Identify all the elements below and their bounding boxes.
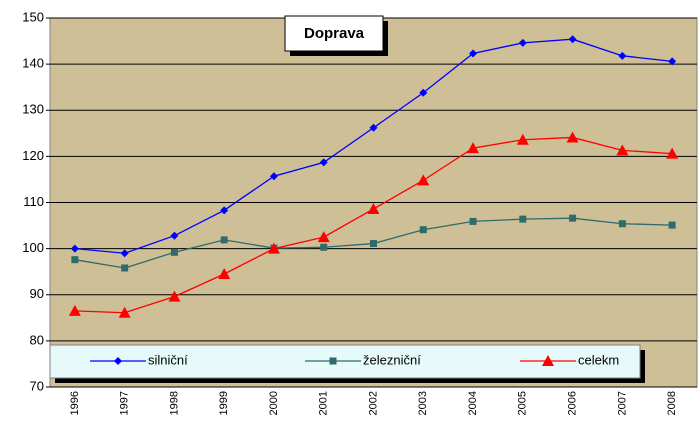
y-tick-label: 90 xyxy=(30,286,44,301)
y-tick-label: 150 xyxy=(22,9,44,24)
marker xyxy=(367,202,380,214)
marker xyxy=(519,215,527,223)
marker xyxy=(170,231,179,240)
y-tick-label: 130 xyxy=(22,102,44,117)
marker xyxy=(566,131,579,143)
marker xyxy=(569,214,577,222)
marker xyxy=(70,244,79,253)
marker xyxy=(518,38,527,47)
legend-label: silniční xyxy=(148,352,188,367)
marker xyxy=(114,357,122,365)
marker xyxy=(168,290,181,302)
x-tick-label: 1996 xyxy=(69,391,81,415)
x-tick-label: 1997 xyxy=(119,391,131,415)
lines xyxy=(68,35,679,318)
marker xyxy=(618,51,627,60)
marker xyxy=(419,226,427,234)
marker xyxy=(170,248,178,256)
marker xyxy=(469,49,478,58)
chart-title: Doprava xyxy=(304,25,365,42)
marker xyxy=(668,57,677,66)
x-tick-label: 2002 xyxy=(367,391,379,415)
marker xyxy=(668,221,676,229)
marker xyxy=(467,142,480,154)
x-tick-label: 2004 xyxy=(467,391,479,415)
y-tick-label: 70 xyxy=(30,378,44,393)
x-tick-label: 2007 xyxy=(616,391,628,415)
marker xyxy=(267,242,280,254)
marker xyxy=(516,133,529,145)
marker xyxy=(369,123,378,132)
marker xyxy=(269,172,278,181)
marker xyxy=(71,256,79,264)
marker xyxy=(68,304,81,316)
y-tick-label: 100 xyxy=(22,240,44,255)
marker xyxy=(419,88,428,97)
marker xyxy=(220,206,229,215)
x-tick-label: 2006 xyxy=(566,391,578,415)
x-tick-label: 2008 xyxy=(666,391,678,415)
marker xyxy=(118,306,131,318)
marker xyxy=(317,231,330,243)
y-tick-label: 110 xyxy=(23,194,44,209)
marker xyxy=(542,355,554,366)
x-tick-label: 1998 xyxy=(168,391,180,415)
marker xyxy=(320,243,328,251)
marker xyxy=(220,236,228,244)
y-tick-label: 120 xyxy=(22,148,44,163)
marker xyxy=(666,147,679,159)
legend: silniční železniční celekm xyxy=(90,352,619,367)
x-tick-label: 2005 xyxy=(517,391,529,415)
marker xyxy=(121,264,129,272)
marker xyxy=(568,35,577,44)
marker xyxy=(616,144,629,156)
legend-label: železniční xyxy=(363,352,421,367)
y-tick-label: 80 xyxy=(30,332,44,347)
x-tick-label: 2001 xyxy=(318,391,330,415)
marker xyxy=(218,267,231,279)
legend-label: celekm xyxy=(578,352,619,367)
x-tick-label: 2000 xyxy=(268,391,280,415)
title-box xyxy=(284,15,384,52)
x-tick-label: 2003 xyxy=(417,391,429,415)
marker xyxy=(417,174,430,186)
y-tick-label: 140 xyxy=(22,56,44,71)
marker xyxy=(329,357,337,365)
x-tick-label: 1999 xyxy=(218,391,230,415)
marker xyxy=(469,217,477,225)
marker xyxy=(319,158,328,167)
marker xyxy=(370,240,377,248)
marker xyxy=(120,249,129,258)
marker xyxy=(618,220,626,228)
